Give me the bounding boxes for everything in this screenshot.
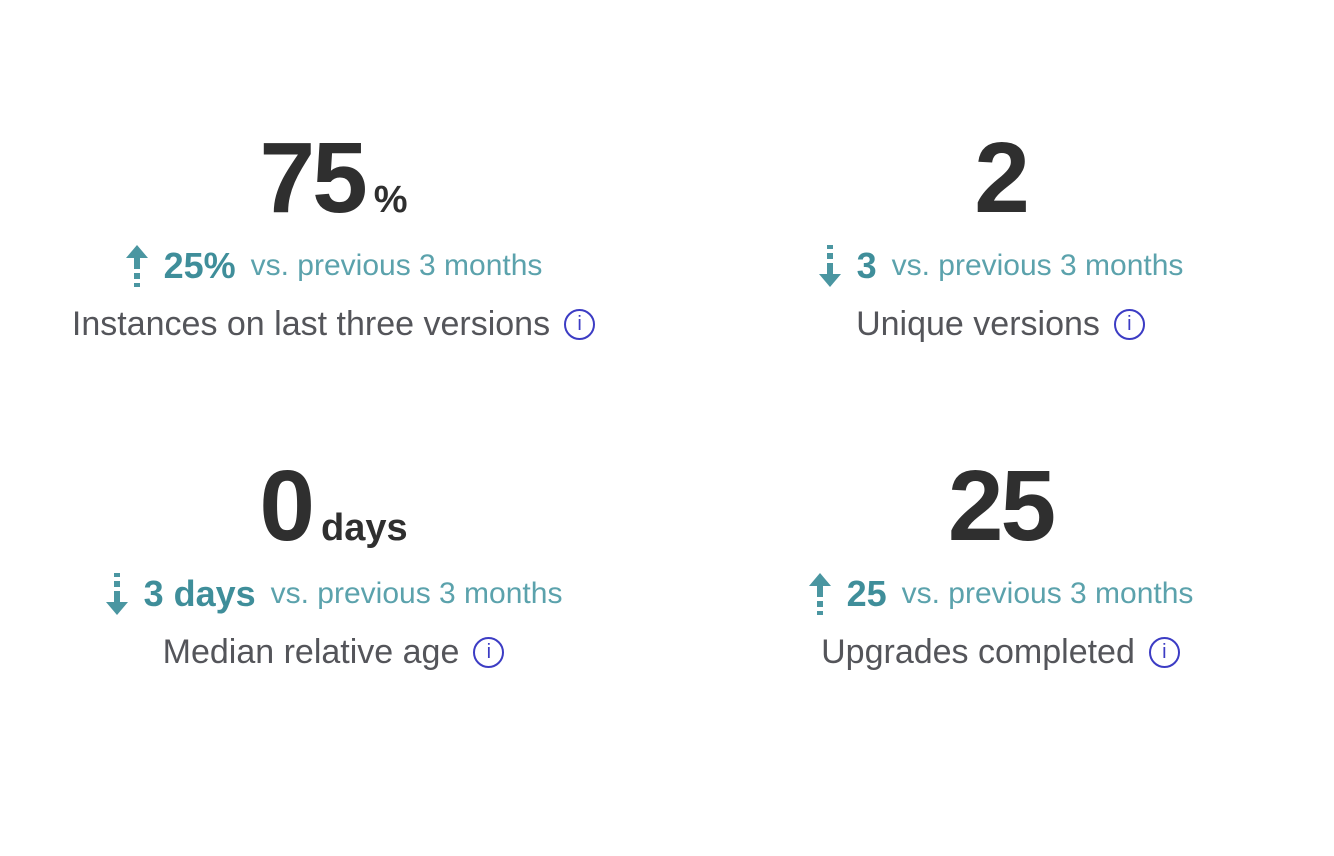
- metric-label: Instances on last three versions: [71, 305, 551, 343]
- trend-down-icon: [105, 573, 129, 615]
- metric-delta: 25 vs. previous 3 months: [808, 572, 1194, 616]
- metric-value: 75: [259, 122, 367, 234]
- metric-label-row: Median relative age i: [163, 632, 505, 672]
- metric-value: 25: [947, 450, 1056, 562]
- metric-label-row: Instances on last three versions i: [71, 304, 596, 344]
- delta-context: vs. previous 3 months: [270, 577, 563, 610]
- delta-context: vs. previous 3 months: [891, 249, 1184, 282]
- trend-down-icon: [818, 245, 842, 287]
- info-icon-glyph: i: [486, 641, 492, 663]
- delta-value: 3: [856, 245, 877, 286]
- metric-value-line: 0 days: [259, 456, 407, 556]
- metric-value-line: 2: [974, 122, 1030, 234]
- trend-up-icon: [125, 245, 149, 287]
- delta-value: 25: [846, 573, 887, 614]
- delta-value: 25%: [163, 245, 236, 286]
- metric-delta: 3 vs. previous 3 months: [818, 244, 1184, 288]
- metric-label-row: Upgrades completed i: [821, 632, 1180, 672]
- metric-delta: 3 days vs. previous 3 months: [105, 572, 563, 616]
- metric-label: Unique versions: [856, 305, 1100, 343]
- delta-value: 3 days: [143, 573, 256, 614]
- info-icon-glyph: i: [577, 313, 582, 335]
- metric-label: Median relative age: [162, 633, 460, 671]
- info-icon-glyph: i: [1162, 641, 1167, 663]
- metric-value-line: 75 %: [259, 128, 407, 228]
- metric-card-instances-last-three-versions: 75 % 25% vs. previous 3 months Instances…: [0, 0, 667, 428]
- info-icon-glyph: i: [1127, 313, 1132, 335]
- metric-unit: days: [321, 507, 408, 549]
- metric-label: Upgrades completed: [821, 633, 1135, 671]
- info-icon[interactable]: i: [473, 636, 505, 668]
- metric-label-row: Unique versions i: [856, 304, 1145, 344]
- metric-value: 2: [974, 122, 1030, 234]
- metric-card-unique-versions: 2 3 vs. previous 3 months Unique version…: [667, 0, 1334, 428]
- delta-context: vs. previous 3 months: [901, 577, 1194, 610]
- trend-up-icon: [808, 573, 832, 615]
- metric-value: 0: [259, 450, 315, 562]
- metric-value-line: 25: [947, 450, 1056, 562]
- metric-delta: 25% vs. previous 3 months: [125, 244, 543, 288]
- info-icon[interactable]: i: [1113, 308, 1145, 340]
- metric-card-upgrades-completed: 25 25 vs. previous 3 months Upgrades com…: [667, 428, 1334, 856]
- info-icon[interactable]: i: [1148, 636, 1180, 668]
- metric-card-median-relative-age: 0 days 3 days vs. previous 3 months Medi…: [0, 428, 667, 856]
- delta-context: vs. previous 3 months: [250, 249, 543, 282]
- metric-unit: %: [373, 179, 408, 221]
- info-icon[interactable]: i: [564, 308, 596, 340]
